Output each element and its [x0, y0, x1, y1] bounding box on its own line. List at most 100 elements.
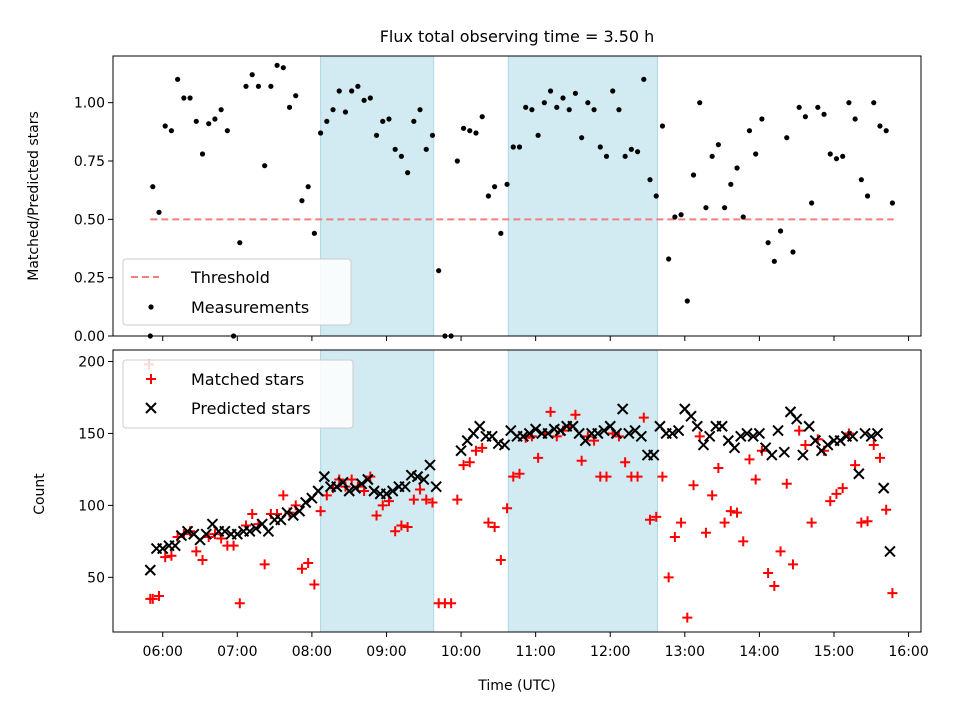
measurement-point [367, 95, 373, 101]
matched-star-point [787, 559, 798, 570]
x-tick-label: 13:00 [665, 644, 705, 660]
matched-star-point [651, 511, 662, 522]
measurement-point [243, 83, 249, 89]
measurement-point [610, 88, 616, 94]
matched-star-point [408, 494, 419, 505]
measurement-point [411, 118, 417, 124]
predicted-star-point [523, 427, 536, 440]
predicted-star-point [672, 424, 685, 437]
matched-star-point [228, 540, 239, 551]
measurement-point [181, 95, 187, 101]
matched-star-point [713, 462, 724, 473]
predicted-star-point [871, 427, 884, 440]
y-tick-label: 50 [87, 570, 105, 586]
measurement-point [616, 107, 622, 113]
legend-label-threshold: Threshold [190, 268, 270, 287]
predicted-star-point [623, 427, 635, 440]
predicted-star-point [318, 470, 331, 483]
predicted-star-point [368, 485, 380, 497]
measurement-point [349, 88, 355, 94]
ratio-panel: 0.00 0.25 0.50 0.75 1.00 Threshold Measurement… [74, 55, 922, 345]
measurement-point [889, 200, 896, 206]
matched-star-point [290, 500, 301, 511]
predicted-star-point [542, 427, 554, 440]
measurement-point [299, 198, 305, 204]
predicted-star-point [281, 506, 293, 519]
predicted-star-point [175, 529, 188, 542]
measurement-point [193, 118, 199, 124]
measurement-point [684, 298, 690, 304]
measurement-point [355, 83, 361, 89]
matched-star-point [153, 591, 164, 602]
matched-star-point [825, 496, 836, 507]
predicted-star-point [691, 420, 703, 432]
measurement-point [516, 144, 523, 150]
measurement-point [821, 111, 827, 117]
measurement-point [274, 62, 280, 68]
predicted-star-point [287, 509, 299, 522]
measurement-point [771, 258, 777, 264]
matched-star-point [775, 546, 786, 557]
measurement-point [871, 100, 877, 106]
measurement-point [336, 88, 342, 94]
measurement-point [473, 130, 479, 136]
measurement-point [653, 193, 659, 199]
predicted-star-point [685, 410, 697, 422]
predicted-star-point [244, 525, 256, 537]
predicted-star-point [474, 420, 486, 432]
measurement-point [175, 76, 181, 82]
measurement-point [734, 165, 740, 171]
measurement-point [579, 135, 585, 141]
predicted-star-point [343, 485, 355, 497]
measurement-point [740, 214, 746, 220]
measurement-point [187, 95, 193, 101]
matched-star-point [601, 471, 612, 482]
legend-predicted-swatch [145, 402, 157, 414]
measurement-point [249, 72, 255, 78]
measurement-point [460, 125, 467, 131]
predicted-star-point [169, 539, 181, 552]
measurement-point [554, 104, 560, 110]
measurement-point [790, 249, 796, 255]
measurement-point [802, 114, 808, 120]
predicted-star-point [859, 427, 871, 440]
measurement-point [541, 100, 547, 106]
x-tick-label: 09:00 [366, 644, 406, 660]
predicted-star-point [517, 430, 529, 443]
matched-star-point [377, 500, 388, 511]
measurement-point [330, 107, 336, 113]
matched-star-point [800, 439, 811, 450]
matched-star-point [682, 612, 693, 623]
matched-star-point [346, 474, 357, 485]
measurement-point [566, 107, 572, 113]
measurement-point [809, 200, 815, 206]
measurement-point [746, 128, 753, 134]
measurement-point [641, 76, 647, 82]
predicted-star-point [878, 482, 890, 494]
matched-star-point [663, 572, 674, 583]
predicted-star-point [809, 434, 822, 447]
predicted-star-point [790, 413, 803, 425]
measurement-point [672, 214, 678, 220]
predicted-star-point [778, 446, 790, 458]
matched-star-point [421, 494, 432, 505]
matched-star-point [632, 471, 643, 482]
measurement-point [659, 123, 666, 129]
measurement-point [293, 93, 299, 99]
measurement-point [815, 104, 821, 110]
x-tick-label: 12:00 [590, 644, 630, 660]
legend: Threshold Measurements [122, 258, 352, 326]
shaded-interval [507, 349, 658, 633]
matched-star-point [669, 532, 680, 543]
measurement-point [721, 205, 728, 211]
measurement-point [603, 153, 610, 159]
matched-star-point [166, 550, 177, 561]
matched-star-point [576, 455, 587, 466]
matched-star-point [483, 517, 494, 528]
predicted-star-point [554, 424, 567, 437]
measurement-point [150, 184, 156, 190]
measurement-point [547, 88, 554, 94]
matched-star-point [147, 593, 158, 604]
predicted-star-point [697, 439, 710, 451]
measurement-point [883, 128, 889, 134]
